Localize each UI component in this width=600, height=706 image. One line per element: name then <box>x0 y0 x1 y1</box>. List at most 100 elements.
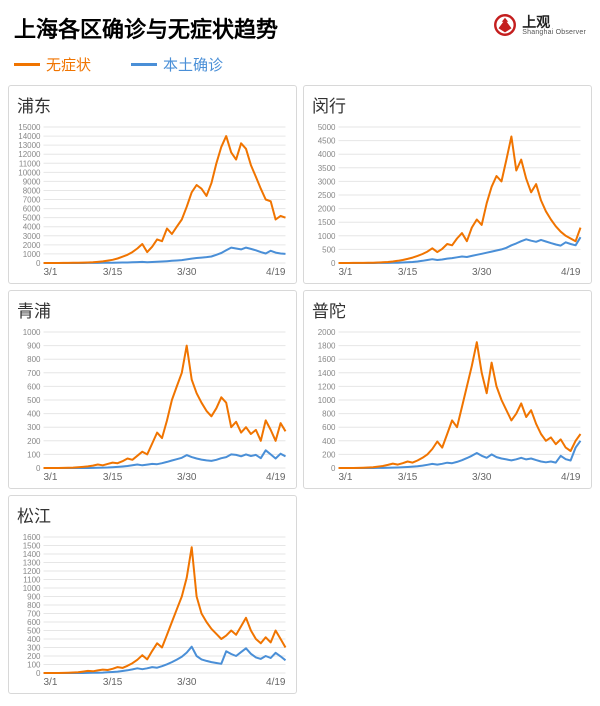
svg-text:3500: 3500 <box>318 164 336 173</box>
svg-text:3/15: 3/15 <box>398 472 418 483</box>
svg-text:6000: 6000 <box>23 205 41 214</box>
svg-text:10000: 10000 <box>18 168 41 177</box>
svg-text:13000: 13000 <box>18 141 41 150</box>
legend-item-confirmed: 本土确诊 <box>131 54 223 75</box>
svg-text:4/19: 4/19 <box>266 472 286 483</box>
panel-title-pudong: 浦东 <box>13 92 292 121</box>
series-asymptomatic <box>339 137 581 264</box>
svg-text:1800: 1800 <box>318 342 336 351</box>
svg-text:2000: 2000 <box>318 205 336 214</box>
page-title: 上海各区确诊与无症状趋势 <box>14 12 278 44</box>
svg-text:1400: 1400 <box>318 369 336 378</box>
panel-title-qingpu: 青浦 <box>13 297 292 326</box>
svg-text:600: 600 <box>27 618 41 627</box>
legend: 无症状 本土确诊 <box>8 48 592 85</box>
series-confirmed <box>44 647 286 673</box>
svg-text:3/1: 3/1 <box>44 267 58 278</box>
chart-grid: 浦东01000200030004000500060007000800090001… <box>8 85 592 694</box>
svg-text:3/15: 3/15 <box>103 472 123 483</box>
svg-text:200: 200 <box>27 652 41 661</box>
svg-text:2000: 2000 <box>23 241 41 250</box>
panel-pudong: 浦东01000200030004000500060007000800090001… <box>8 85 297 284</box>
svg-text:3/1: 3/1 <box>339 267 353 278</box>
svg-text:3/1: 3/1 <box>44 677 58 688</box>
chart-songjiang: 0100200300400500600700800900100011001200… <box>13 531 292 689</box>
svg-text:800: 800 <box>27 355 41 364</box>
svg-text:1000: 1000 <box>318 232 336 241</box>
svg-text:4/19: 4/19 <box>561 472 581 483</box>
svg-text:1200: 1200 <box>318 382 336 391</box>
svg-text:300: 300 <box>27 423 41 432</box>
svg-text:1600: 1600 <box>318 355 336 364</box>
svg-text:4500: 4500 <box>318 137 336 146</box>
svg-text:300: 300 <box>27 644 41 653</box>
svg-text:5000: 5000 <box>318 123 336 132</box>
svg-text:2500: 2500 <box>318 191 336 200</box>
svg-text:1000: 1000 <box>23 584 41 593</box>
svg-text:0: 0 <box>36 259 41 268</box>
svg-text:600: 600 <box>27 382 41 391</box>
svg-text:400: 400 <box>27 635 41 644</box>
svg-text:1300: 1300 <box>23 559 41 568</box>
series-asymptomatic <box>339 342 581 468</box>
svg-text:400: 400 <box>322 437 336 446</box>
series-asymptomatic <box>44 346 286 468</box>
logo-en: Shanghai Observer <box>522 29 586 36</box>
svg-text:3000: 3000 <box>23 232 41 241</box>
svg-text:4/19: 4/19 <box>266 677 286 688</box>
logo: 上观 Shanghai Observer <box>492 12 586 38</box>
svg-text:1500: 1500 <box>318 218 336 227</box>
panel-title-putuo: 普陀 <box>308 297 587 326</box>
svg-text:500: 500 <box>322 245 336 254</box>
svg-text:1000: 1000 <box>23 250 41 259</box>
svg-text:9000: 9000 <box>23 177 41 186</box>
svg-text:0: 0 <box>331 259 336 268</box>
svg-text:200: 200 <box>27 437 41 446</box>
svg-text:3/30: 3/30 <box>472 472 492 483</box>
svg-text:7000: 7000 <box>23 196 41 205</box>
svg-text:800: 800 <box>322 410 336 419</box>
legend-item-asymptomatic: 无症状 <box>14 54 91 75</box>
svg-text:600: 600 <box>322 423 336 432</box>
svg-text:900: 900 <box>27 593 41 602</box>
header: 上海各区确诊与无症状趋势 上观 Shanghai Observer <box>8 12 592 48</box>
logo-cn: 上观 <box>522 15 586 29</box>
svg-text:4/19: 4/19 <box>266 267 286 278</box>
series-confirmed <box>339 237 581 263</box>
svg-text:15000: 15000 <box>18 123 41 132</box>
svg-text:3/1: 3/1 <box>44 472 58 483</box>
svg-text:500: 500 <box>27 396 41 405</box>
svg-text:11000: 11000 <box>19 159 41 168</box>
svg-text:1000: 1000 <box>318 396 336 405</box>
svg-text:1200: 1200 <box>23 567 41 576</box>
panel-title-minhang: 闵行 <box>308 92 587 121</box>
svg-text:100: 100 <box>27 450 41 459</box>
panel-title-songjiang: 松江 <box>13 502 292 531</box>
svg-text:4/19: 4/19 <box>561 267 581 278</box>
svg-text:0: 0 <box>36 669 41 678</box>
svg-text:3/30: 3/30 <box>177 677 197 688</box>
svg-text:1100: 1100 <box>23 576 41 585</box>
svg-text:100: 100 <box>27 661 41 670</box>
svg-text:1400: 1400 <box>23 550 41 559</box>
svg-text:900: 900 <box>27 342 41 351</box>
chart-putuo: 0 200 400 600 800 1000 1200 1400 1600 1800 2000 3/1… <box>308 326 587 484</box>
legend-label-asymptomatic: 无症状 <box>46 54 91 75</box>
legend-label-confirmed: 本土确诊 <box>163 54 223 75</box>
svg-text:3/1: 3/1 <box>339 472 353 483</box>
chart-pudong: 0100020003000400050006000700080009000100… <box>13 121 292 279</box>
svg-text:5000: 5000 <box>23 214 41 223</box>
svg-text:500: 500 <box>27 627 41 636</box>
svg-text:1000: 1000 <box>23 328 41 337</box>
svg-text:2000: 2000 <box>318 328 336 337</box>
svg-text:200: 200 <box>322 450 336 459</box>
svg-text:800: 800 <box>27 601 41 610</box>
svg-text:0: 0 <box>331 464 336 473</box>
svg-text:3/15: 3/15 <box>103 677 123 688</box>
svg-text:3/30: 3/30 <box>177 267 197 278</box>
svg-text:1500: 1500 <box>23 542 41 551</box>
svg-text:700: 700 <box>27 369 41 378</box>
svg-text:700: 700 <box>27 610 41 619</box>
svg-text:0: 0 <box>36 464 41 473</box>
panel-minhang: 闵行05001000150020002500300035004000450050… <box>303 85 592 284</box>
